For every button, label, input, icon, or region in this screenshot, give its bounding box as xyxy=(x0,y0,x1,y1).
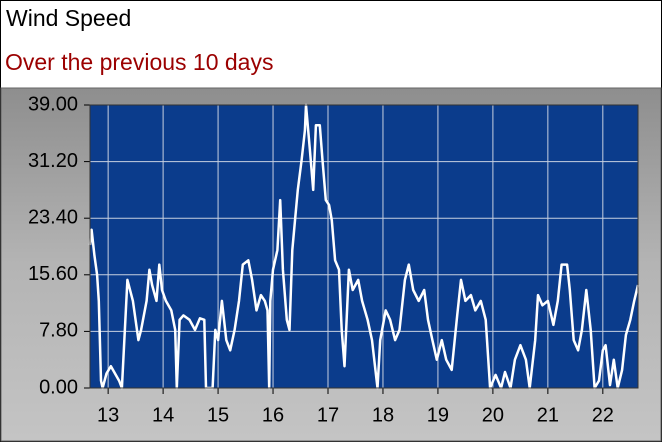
y-tick-label: 23.40 xyxy=(28,206,78,228)
y-tick-label: 31.20 xyxy=(28,150,78,172)
data-line xyxy=(88,103,640,390)
x-tick-label: 20 xyxy=(482,404,504,426)
x-tick-label: 13 xyxy=(97,404,119,426)
plot-area xyxy=(90,105,638,388)
chart-subtitle: Over the previous 10 days xyxy=(5,49,273,75)
x-tick-label: 19 xyxy=(427,404,449,426)
x-tick-label: 21 xyxy=(537,404,559,426)
x-tick-label: 16 xyxy=(262,404,284,426)
x-tick-label: 18 xyxy=(372,404,394,426)
x-tick-label: 15 xyxy=(207,404,229,426)
y-tick-label: 39.00 xyxy=(28,93,78,115)
chart-title: Wind Speed xyxy=(6,5,131,31)
y-tick-label: 0.00 xyxy=(39,376,78,398)
plot-border xyxy=(89,104,639,389)
x-tick-label: 22 xyxy=(592,404,614,426)
y-tick-label: 15.60 xyxy=(28,263,78,285)
y-tick-label: 7.80 xyxy=(39,320,78,342)
x-tick-label: 17 xyxy=(317,404,339,426)
x-tick-label: 14 xyxy=(152,404,174,426)
